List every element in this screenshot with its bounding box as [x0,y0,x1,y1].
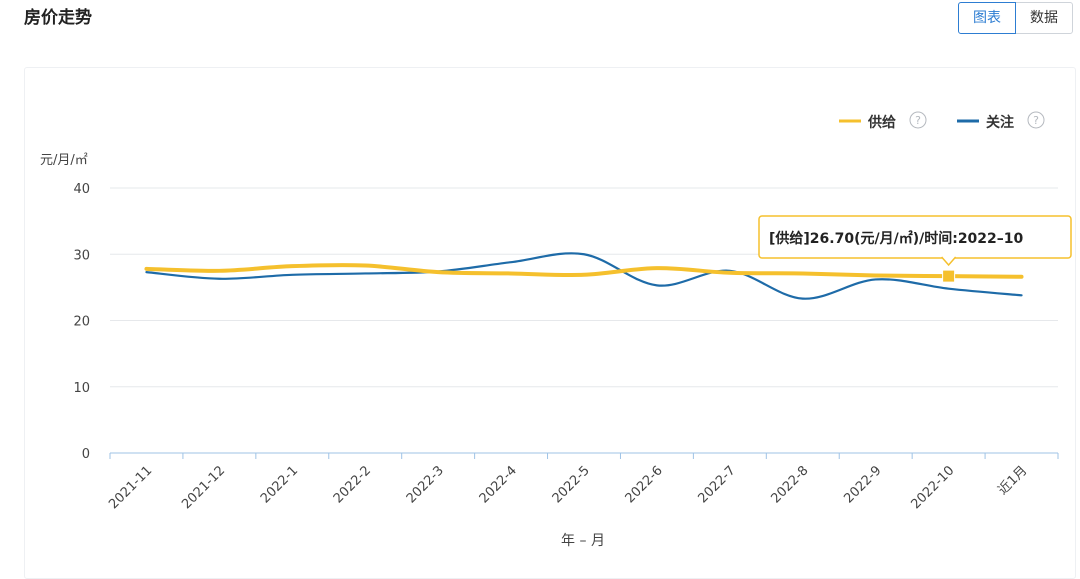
legend-attention-label: 关注 [986,114,1014,131]
data-view-button[interactable]: 数据 [1015,2,1073,34]
help-icon-glyph: ? [1033,114,1039,127]
help-icon-glyph: ? [915,114,921,127]
x-tick-label: 2022-7 [696,463,739,506]
series [144,252,1024,300]
x-tick-label: 2021-12 [179,463,228,512]
legend-item-supply[interactable]: 供给 ? [839,111,927,131]
y-tick-label: 20 [73,315,90,330]
x-tick-label: 2022-5 [550,463,593,506]
tooltip-pointer [941,256,957,267]
tooltip-box [758,215,1072,259]
y-tick-label: 40 [73,182,90,197]
x-axis-label: 年 – 月 [561,533,605,549]
view-toggle: 图表 数据 [958,2,1073,34]
x-tick-label: 2022-9 [841,463,884,506]
legend: 供给 ? 关注 ? [839,111,1045,131]
x-tick-label: 2022-6 [623,463,666,506]
series-line-supply [144,263,1024,279]
x-tick-label: 2022-1 [258,463,301,506]
x-tick-label: 2022-3 [404,463,447,506]
x-axis: 2021-11 2021-12 2022-1 2022-2 2022-3 2022-4 20… [106,452,1059,512]
y-tick-label: 30 [73,248,90,263]
y-tick-label: 0 [82,447,90,462]
y-axis-unit: 元/月/㎡ [40,153,88,168]
legend-item-attention[interactable]: 关注 ? [957,111,1045,131]
tooltip-text: [供给]26.70(元/月/㎡)/时间:2022–10 [769,230,1024,247]
x-tick-label: 2021-11 [106,463,155,512]
x-tick-label: 2022-10 [908,463,957,512]
legend-supply-label: 供给 [867,114,896,131]
highlight-point-marker[interactable] [942,269,956,283]
x-tick-label: 2022-2 [331,463,374,506]
help-icon[interactable]: ? [909,111,927,129]
tooltip: [供给]26.70(元/月/㎡)/时间:2022–10 [758,215,1072,267]
series-line-attention [145,252,1023,300]
page-title: 房价走势 [24,8,92,28]
x-tick-label: 2022-4 [477,463,520,506]
x-tick-label: 2022-8 [768,463,811,506]
price-trend-chart: 供给 ? 关注 ? 元/月/㎡ 0 10 20 30 40 2021-11 2021-12… [40,111,1072,549]
y-tick-label: 10 [73,381,90,396]
chart-view-button[interactable]: 图表 [958,2,1016,34]
x-tick-label: 近1月 [996,463,1031,498]
help-icon[interactable]: ? [1027,111,1045,129]
